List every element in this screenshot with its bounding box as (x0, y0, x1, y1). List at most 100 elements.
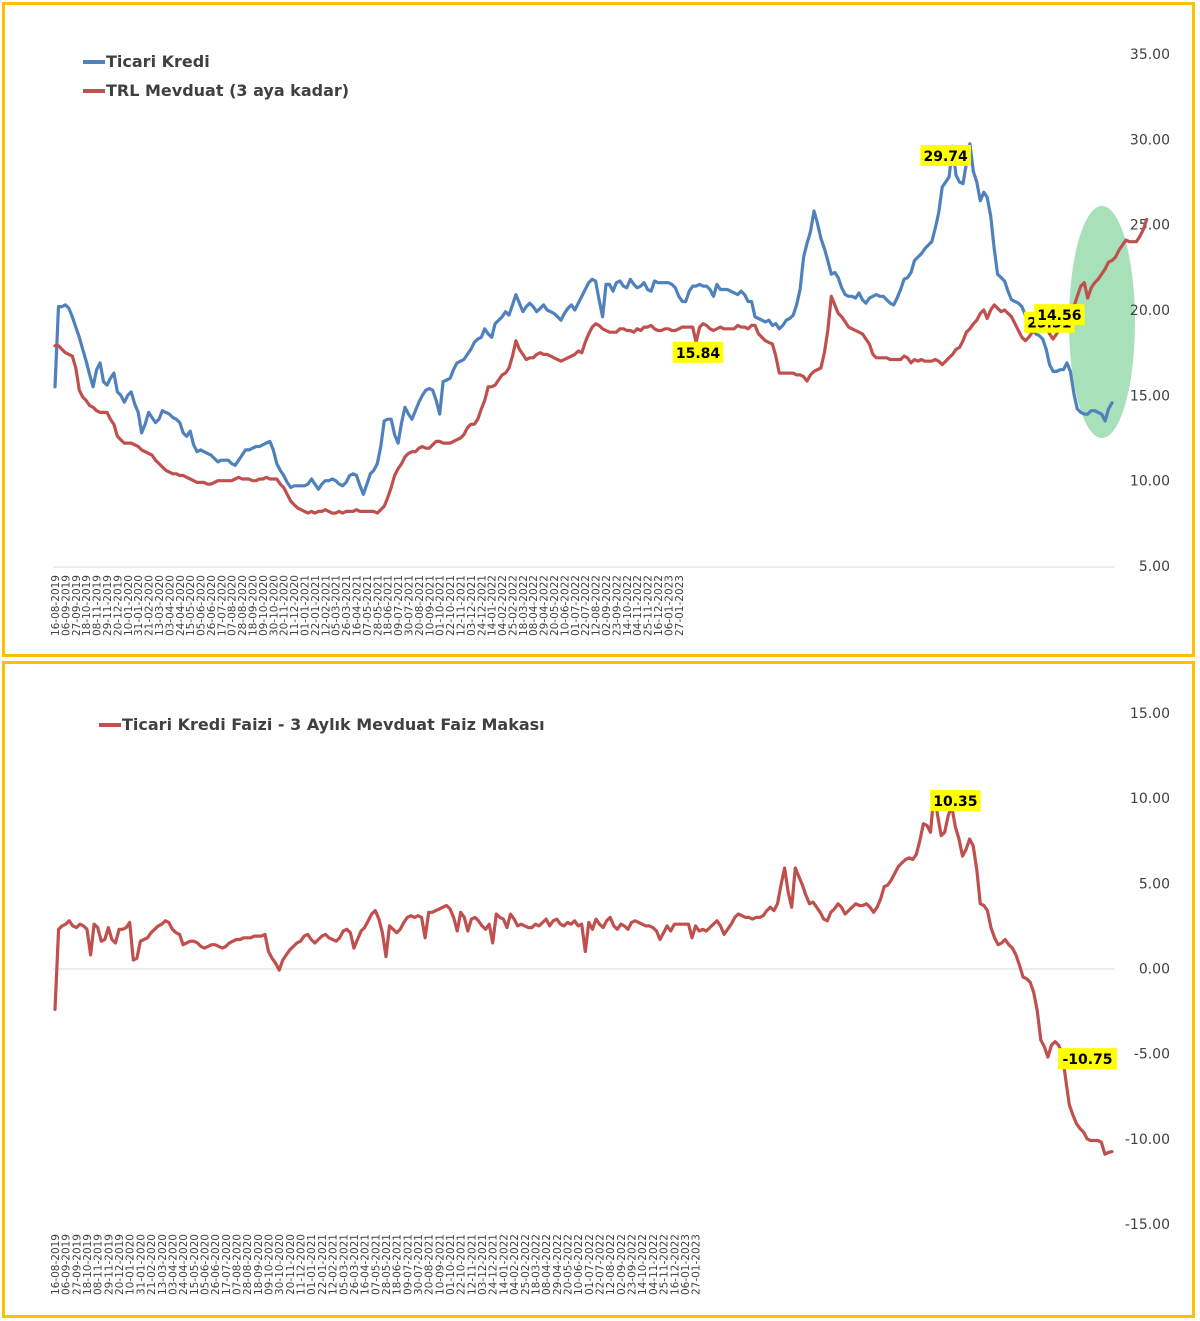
x-tick-label: 12-08-2022 (605, 1234, 617, 1295)
x-tick-label: 17-07-2020 (221, 1234, 233, 1295)
x-tick-label: 14-01-2022 (498, 1234, 510, 1295)
x-tick-label: 22-07-2022 (580, 575, 592, 636)
x-tick-label: 29-04-2022 (552, 1234, 564, 1295)
x-tick-label: 18-06-2021 (392, 1234, 404, 1295)
x-tick-label: 09-10-2020 (264, 1234, 276, 1295)
x-tick-label: 30-07-2021 (413, 1234, 425, 1295)
x-tick-label: 28-05-2021 (372, 575, 384, 636)
bottom-chart: 15.00 10.00 5.00 0.00 -5.00 -10.00 -15.00 16-0… (50, 706, 1170, 1295)
x-tick-label: 08-04-2022 (541, 1234, 553, 1295)
x-tick-label: 12-11-2021 (455, 575, 467, 636)
bottom-chart-panel: 15.00 10.00 5.00 0.00 -5.00 -10.00 -15.00 16-0… (2, 661, 1195, 1318)
y-tick-label: 20.00 (1130, 303, 1170, 319)
x-tick-label: 18-10-2019 (81, 575, 93, 636)
x-tick-label: 01-01-2021 (306, 1234, 318, 1295)
callout-label: 15.84 (676, 346, 721, 362)
top-chart-panel: 35.00 30.00 25.00 20.00 15.00 10.00 5.00 16-08… (2, 2, 1195, 657)
x-tick-label: 04-02-2022 (509, 1234, 521, 1295)
x-tick-label: 04-11-2022 (648, 1234, 660, 1295)
x-tick-label: 07-05-2021 (362, 575, 374, 636)
legend-label-faiz-makasi: Ticari Kredi Faizi - 3 Aylık Mevduat Fai… (122, 715, 545, 734)
callout-label: 29.74 (924, 149, 969, 165)
x-tick-label: 17-07-2020 (216, 575, 228, 636)
x-tick-label: 25-02-2022 (507, 575, 519, 636)
x-tick-label: 07-08-2020 (232, 1234, 244, 1295)
x-tick-label: 24-12-2021 (476, 575, 488, 636)
x-tick-label: 14-01-2022 (487, 575, 499, 636)
x-tick-label: 23-09-2022 (627, 1234, 639, 1295)
x-tick-label: 26-06-2020 (206, 575, 218, 636)
x-tick-label: 21-02-2020 (146, 1234, 158, 1295)
x-tick-label: 03-12-2021 (477, 1234, 489, 1295)
x-tick-label: 08-11-2019 (93, 1234, 105, 1295)
x-tick-label: 20-08-2021 (424, 1234, 436, 1295)
x-tick-label: 27-09-2019 (71, 575, 83, 636)
x-tick-label: 18-06-2021 (383, 575, 395, 636)
x-tick-label: 10-06-2022 (573, 1234, 585, 1295)
x-tick-label: 24-04-2020 (175, 575, 187, 636)
x-tick-label: 10-06-2022 (559, 575, 571, 636)
x-tick-label: 05-06-2020 (199, 1234, 211, 1295)
y-tick-label: 5.00 (1139, 876, 1170, 892)
legend-label-trl-mevduat: TRL Mevduat (3 aya kadar) (106, 81, 349, 100)
x-tick-label: 16-12-2022 (669, 1234, 681, 1295)
x-tick-label: 26-03-2021 (341, 575, 353, 636)
x-tick-label: 28-08-2020 (237, 575, 249, 636)
x-tick-label: 30-07-2021 (403, 575, 415, 636)
highlight-ellipse (1069, 206, 1135, 438)
y-tick-label: -5.00 (1134, 1047, 1170, 1063)
callout-box (930, 790, 981, 812)
x-tick-label: 15-05-2020 (185, 575, 197, 636)
x-tick-label: 14-10-2022 (637, 1234, 649, 1295)
x-tick-label: 03-04-2020 (164, 575, 176, 636)
x-tick-label: 04-02-2022 (497, 575, 509, 636)
x-tick-label: 05-03-2021 (338, 1234, 350, 1295)
legend-label-ticari-kredi: Ticari Kredi (106, 52, 210, 71)
y-tick-label: 15.00 (1130, 388, 1170, 404)
x-tick-label: 18-09-2020 (248, 575, 260, 636)
x-tick-label: 20-12-2019 (112, 575, 124, 636)
callout-label: -10.75 (1062, 1052, 1112, 1068)
x-tick-label: 11-12-2020 (289, 575, 301, 636)
x-tick-label: 03-12-2021 (466, 575, 478, 636)
x-tick-label: 06-01-2023 (663, 575, 675, 636)
y-tick-label: -10.00 (1125, 1132, 1170, 1148)
x-tick-label: 27-09-2019 (71, 1234, 83, 1295)
series-line-0 (53, 142, 1114, 496)
x-tick-label: 08-04-2022 (528, 575, 540, 636)
x-tick-label: 20-05-2022 (562, 1234, 574, 1295)
x-tick-label: 12-02-2021 (328, 1234, 340, 1295)
x-tick-label: 03-04-2020 (167, 1234, 179, 1295)
x-tick-label: 22-01-2021 (310, 575, 322, 636)
x-tick-label: 27-01-2023 (674, 575, 686, 636)
x-tick-label: 22-01-2021 (317, 1234, 329, 1295)
x-tick-label: 28-08-2020 (242, 1234, 254, 1295)
x-tick-label: 24-04-2020 (178, 1234, 190, 1295)
callout-label: 14.56 (1037, 308, 1081, 324)
x-tick-label: 22-10-2021 (445, 575, 457, 636)
x-tick-label: 23-09-2022 (611, 575, 623, 636)
x-tick-label: 30-10-2020 (274, 1234, 286, 1295)
x-tick-label: 01-10-2021 (435, 575, 447, 636)
x-tick-label: 13-03-2020 (154, 575, 166, 636)
x-tick-label: 12-08-2022 (591, 575, 603, 636)
x-tick-label: 05-06-2020 (196, 575, 208, 636)
x-tick-label: 21-02-2020 (144, 575, 156, 636)
x-tick-label: 01-10-2021 (445, 1234, 457, 1295)
y-tick-label: 0.00 (1139, 962, 1170, 978)
x-tick-label: 20-11-2020 (279, 575, 291, 636)
y-tick-label: 10.00 (1130, 474, 1170, 490)
x-tick-label: 18-03-2022 (518, 575, 530, 636)
x-tick-label: 06-01-2023 (680, 1234, 692, 1295)
x-tick-label: 02-09-2022 (601, 575, 613, 636)
x-tick-label: 04-11-2022 (632, 575, 644, 636)
x-tick-label: 16-04-2021 (360, 1234, 372, 1295)
x-tick-label: 10-01-2020 (125, 1234, 137, 1295)
x-tick-label: 07-05-2021 (370, 1234, 382, 1295)
x-tick-label: 31-01-2020 (135, 1234, 147, 1295)
x-tick-label: 24-12-2021 (488, 1234, 500, 1295)
y-tick-label: -15.00 (1125, 1217, 1170, 1233)
x-tick-label: 08-11-2019 (92, 575, 104, 636)
x-tick-label: 25-11-2022 (659, 1234, 671, 1295)
x-tick-label: 22-07-2022 (595, 1234, 607, 1295)
